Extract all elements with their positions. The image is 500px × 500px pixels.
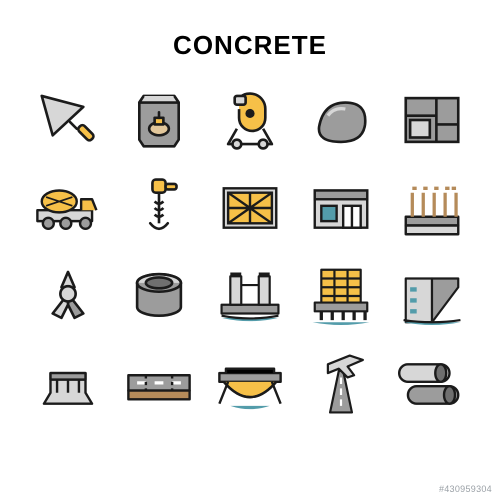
- formwork-panel-icon: [215, 173, 285, 243]
- jersey-barrier-icon: [33, 349, 103, 419]
- icon-grid: [30, 85, 470, 419]
- stock-watermark: #430959304: [439, 484, 492, 494]
- arch-bridge-icon: [215, 349, 285, 419]
- drill-mixer-icon: [124, 173, 194, 243]
- building-frame-icon: [306, 261, 376, 331]
- road-section-icon: [124, 349, 194, 419]
- cement-bag-icon: [124, 85, 194, 155]
- rebar-stack-icon: [397, 173, 467, 243]
- concrete-module-icon: [306, 173, 376, 243]
- page-title: CONCRETE: [30, 30, 470, 61]
- tower-bridge-icon: [215, 261, 285, 331]
- tetrapod-icon: [33, 261, 103, 331]
- mixer-machine-icon: [215, 85, 285, 155]
- dam-icon: [397, 261, 467, 331]
- concrete-ring-icon: [124, 261, 194, 331]
- mixer-truck-icon: [33, 173, 103, 243]
- runway-icon: [306, 349, 376, 419]
- trowel-icon: [33, 85, 103, 155]
- mortar-blob-icon: [306, 85, 376, 155]
- concrete-pipe-icon: [397, 349, 467, 419]
- floor-plan-icon: [397, 85, 467, 155]
